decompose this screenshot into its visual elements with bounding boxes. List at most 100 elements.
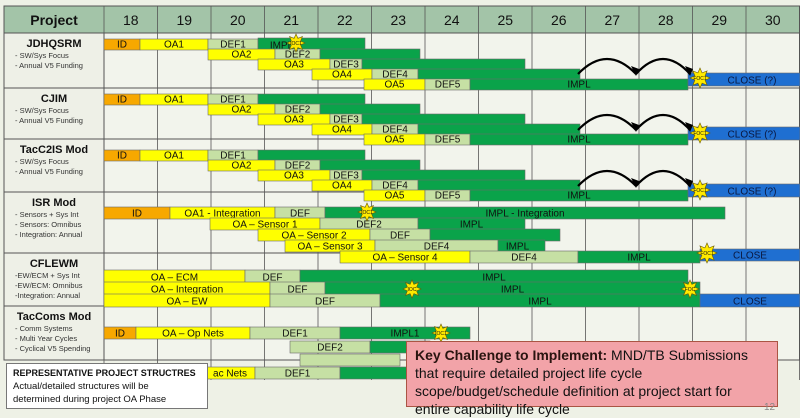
project-descriptor: - Multi Year Cycles <box>15 334 77 343</box>
cycle-arrow <box>577 58 637 75</box>
phase-label: OA5 <box>384 135 404 146</box>
milestone-label: FOC <box>685 287 696 293</box>
legend-title: REPRESENTATIVE PROJECT STRUCTRES <box>13 368 196 378</box>
phase-label: DEF2 <box>285 105 311 116</box>
project-name: TacComs Mod <box>17 311 91 323</box>
project-descriptor: - Sensors: Omnibus <box>15 220 82 229</box>
phase-label: DEF1 <box>220 95 246 106</box>
phase-bar-close <box>687 72 800 87</box>
legend-line-2: determined during project OA Phase <box>13 394 167 405</box>
project-name: JDHQSRM <box>26 38 81 50</box>
project-descriptor: - Comm Systems <box>15 324 73 333</box>
phase-label: DEF2 <box>285 161 311 172</box>
milestone-star <box>696 242 718 264</box>
phase-label: DEF4 <box>511 253 537 264</box>
phase-label: IMPL <box>501 285 525 296</box>
project-descriptor: - Sensors + Sys Int <box>15 210 79 219</box>
project-label-cell <box>3 191 105 254</box>
phase-label: CLOSE (?) <box>728 187 777 198</box>
header-row <box>3 5 800 34</box>
phase-label: DEF5 <box>435 135 461 146</box>
project-label-cell <box>3 138 105 193</box>
project-descriptor: - Annual V5 Funding <box>15 167 83 176</box>
cycle-arrow <box>635 114 691 131</box>
phase-label: DEF1 <box>220 40 246 51</box>
phase-label: OA – Sensor 2 <box>281 231 346 242</box>
milestone-star <box>689 67 711 89</box>
year-label-24: 24 <box>444 12 460 28</box>
phase-bar-impl <box>319 103 421 116</box>
phase-label: ID <box>117 40 127 51</box>
project-descriptor: - Integration: Annual <box>15 230 82 239</box>
year-label-20: 20 <box>230 12 246 28</box>
phase-bar-close <box>699 293 800 308</box>
phase-bar-impl <box>319 159 421 172</box>
year-label-18: 18 <box>123 12 139 28</box>
phase-label: DEF4 <box>382 125 408 136</box>
phase-label: OA2 <box>231 50 251 61</box>
milestone-star <box>689 179 711 201</box>
phase-label: ID <box>117 151 127 162</box>
legend-note: REPRESENTATIVE PROJECT STRUCTRES Actual/… <box>6 363 208 409</box>
phase-label: DEF2 <box>317 343 343 354</box>
phase-label: DEF <box>290 209 310 220</box>
phase-label: CLOSE (?) <box>728 76 777 87</box>
phase-label: IMPL <box>567 191 591 202</box>
phase-label: DEF1 <box>282 329 308 340</box>
phase-label: DEF4 <box>382 181 408 192</box>
project-name: CJIM <box>41 93 67 105</box>
phase-label: OA3 <box>284 171 304 182</box>
project-name: CFLEWM <box>30 258 78 270</box>
milestone-star <box>357 202 377 222</box>
phase-label: OA – Sensor 1 <box>232 220 297 231</box>
legend-line-1: Actual/detailed structures will be <box>13 381 149 392</box>
phase-label: OA2 <box>231 161 251 172</box>
phase-bar-impl <box>361 113 526 126</box>
phase-label: OA – Sensor 3 <box>297 242 362 253</box>
phase-label: OA5 <box>384 80 404 91</box>
phase-label: DEF1 <box>220 151 246 162</box>
phase-bar-impl <box>429 228 561 242</box>
milestone-label: IOC1 <box>361 210 373 216</box>
project-descriptor: - Annual V5 Funding <box>15 61 83 70</box>
phase-label: OA1 - Integration <box>184 209 260 220</box>
milestone-label: FOC1 <box>693 188 707 194</box>
phase-label: IMPL <box>506 242 530 253</box>
phase-bar-close <box>699 248 800 262</box>
project-label-cell <box>3 32 105 89</box>
phase-label: OA3 <box>284 60 304 71</box>
phase-label: OA – Integration <box>151 285 223 296</box>
page-number: 12 <box>764 402 776 413</box>
phase-bar-close <box>687 183 800 198</box>
phase-label: OA4 <box>332 70 352 81</box>
cycle-arrow <box>577 114 637 131</box>
project-name: ISR Mod <box>32 197 76 209</box>
phase-label: DEF2 <box>356 220 382 231</box>
phase-label: OA – Sensor 4 <box>372 253 437 264</box>
challenge-heading: Key Challenge to Implement: <box>415 347 608 363</box>
phase-label: OA4 <box>332 181 352 192</box>
key-challenge-box: Key Challenge to Implement: MND/TB Submi… <box>406 341 778 417</box>
milestone-label: FOC1 <box>693 76 707 82</box>
phase-label: DEF <box>288 285 308 296</box>
phase-label: OA1 <box>164 95 184 106</box>
phase-bar-impl <box>319 48 421 61</box>
project-descriptor: - Cyclical V5 Spending <box>15 344 90 353</box>
cycle-arrowhead <box>685 122 693 132</box>
milestone-label: FOC1 <box>693 131 707 137</box>
year-label-28: 28 <box>658 12 674 28</box>
phase-label: DEF2 <box>285 50 311 61</box>
phase-label: OA – EW <box>166 297 208 308</box>
phase-label: IMPL <box>270 41 294 52</box>
phase-label: OA2 <box>231 105 251 116</box>
milestone-label: IOC1 <box>290 41 302 47</box>
phase-label: ID <box>115 329 125 340</box>
phase-label: OA1 <box>164 40 184 51</box>
phase-label: OA – ECM <box>151 273 198 284</box>
milestone-star <box>680 279 700 299</box>
year-label-22: 22 <box>337 12 353 28</box>
cycle-arrowhead <box>685 66 693 76</box>
project-descriptor: -EW/ECM + Sys Int <box>15 271 81 280</box>
project-descriptor: - SW/Sys Focus <box>15 51 69 60</box>
phase-label: DEF1 <box>285 369 311 380</box>
